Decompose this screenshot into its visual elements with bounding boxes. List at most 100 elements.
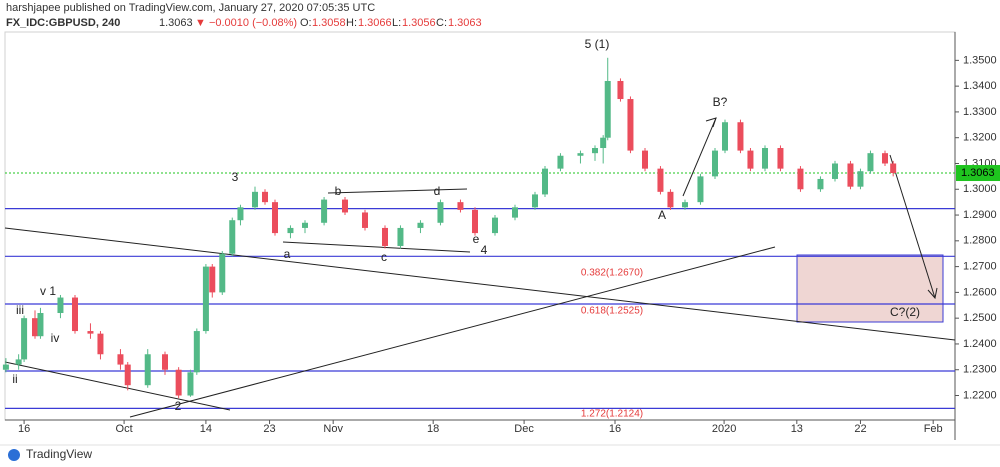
candle-body <box>193 331 200 373</box>
plot-layer: 0.382(1.2670) 0.618(1.2525) 1.272(1.2124) 5… <box>2 37 956 420</box>
open: 1.3058 <box>312 17 346 29</box>
candle-body <box>124 364 131 386</box>
candle-body <box>697 176 704 203</box>
candle-body <box>797 168 804 190</box>
y-tick-label: 1.3300 <box>963 106 997 118</box>
target-box <box>796 254 944 323</box>
candle-body <box>87 331 94 334</box>
y-tick-label: 1.2700 <box>963 261 997 273</box>
last: 1.3063 <box>159 17 193 29</box>
candle-body <box>219 253 226 293</box>
wave-label: c <box>381 250 387 264</box>
publisher-line: harshjapee published on TradingView.com,… <box>6 2 375 14</box>
y-tick-label: 1.2900 <box>963 209 997 221</box>
trend-line <box>129 246 776 418</box>
candle-body <box>882 153 888 164</box>
trend-line <box>4 361 231 411</box>
candle-body <box>32 318 38 337</box>
candle-body <box>712 150 718 177</box>
candle-body <box>72 297 78 332</box>
candle-body <box>382 227 388 246</box>
wave-label: a <box>284 247 291 261</box>
x-tick-label: 22 <box>854 423 866 435</box>
candle-body <box>302 222 308 228</box>
logo-icon <box>8 449 20 461</box>
footer-brand: TradingView <box>26 447 92 461</box>
wave-label: 5 (1) <box>585 37 610 51</box>
trend-line <box>682 117 717 197</box>
candle-body <box>97 333 104 355</box>
candle-body <box>187 372 194 396</box>
candle-body <box>832 163 838 179</box>
close: 1.3063 <box>448 17 482 29</box>
candle-body <box>777 148 784 169</box>
candle-body <box>202 266 209 332</box>
candle-body <box>117 354 124 365</box>
trend-line <box>282 241 471 253</box>
candle-body <box>512 207 518 218</box>
wave-label: 2 <box>175 399 182 413</box>
y-tick-label: 1.3500 <box>963 54 997 66</box>
candle-body <box>667 191 674 208</box>
y-tick-label: 1.2500 <box>963 312 997 324</box>
candle-body <box>682 202 688 208</box>
wave-label: e <box>473 232 480 246</box>
y-tick-label: 1.2200 <box>963 389 997 401</box>
x-tick-label: 16 <box>18 423 30 435</box>
candle-body <box>627 99 634 151</box>
low: 1.3056 <box>402 17 436 29</box>
open-label: O: <box>300 17 312 29</box>
candle-body <box>262 191 268 203</box>
candle-body <box>867 153 874 172</box>
last-price-box <box>956 165 1000 182</box>
candle-body <box>321 199 328 223</box>
candle-body <box>272 202 278 234</box>
candle-body <box>15 359 22 365</box>
trend-line <box>889 154 936 299</box>
candle-body <box>657 168 664 192</box>
candle-body <box>532 194 538 208</box>
y-tick-label: 1.3400 <box>963 80 997 92</box>
candle-body <box>397 227 404 246</box>
wave-label: B? <box>713 95 728 109</box>
candle-body <box>577 153 584 156</box>
candle-body <box>617 80 624 100</box>
x-tick-label: 2020 <box>712 423 736 435</box>
wave-label: iv <box>51 331 60 345</box>
candle-body <box>492 217 498 234</box>
x-tick-label: Nov <box>323 423 343 435</box>
arrow-head <box>927 287 938 300</box>
symbol: FX_IDC:GBPUSD, 240 <box>6 17 120 29</box>
candle-body <box>21 318 28 360</box>
candle-body <box>457 202 464 210</box>
candle-body <box>642 150 648 169</box>
y-tick-label: 1.3000 <box>963 183 997 195</box>
candle-body <box>342 199 348 213</box>
candle-body <box>847 163 854 187</box>
fib-label: 1.272(1.2124) <box>581 409 643 420</box>
candle-body <box>604 80 611 138</box>
y-tick-label: 1.2300 <box>963 364 997 376</box>
wave-label: 3 <box>232 170 239 184</box>
candle-body <box>57 297 64 314</box>
wave-label: v 1 <box>40 284 56 298</box>
wave-label: iii <box>16 303 24 317</box>
wave-label: ii <box>12 372 17 386</box>
x-tick-label: 14 <box>200 423 212 435</box>
trend-line <box>327 188 468 194</box>
change: ▼ −0.0010 (−0.08%) <box>195 17 297 29</box>
y-tick-label: 1.3200 <box>963 132 997 144</box>
candle-body <box>557 155 564 169</box>
candle-body <box>592 148 598 154</box>
candle-body <box>237 207 244 221</box>
wave-label: d <box>434 184 441 198</box>
x-tick-label: Feb <box>924 423 943 435</box>
high-label: H: <box>346 17 357 29</box>
y-tick-label: 1.2400 <box>963 338 997 350</box>
candle-body <box>747 150 754 169</box>
candle-body <box>890 163 897 174</box>
candle-body <box>472 209 478 234</box>
candle-body <box>287 227 294 234</box>
fib-label: 0.382(1.2670) <box>581 268 643 279</box>
